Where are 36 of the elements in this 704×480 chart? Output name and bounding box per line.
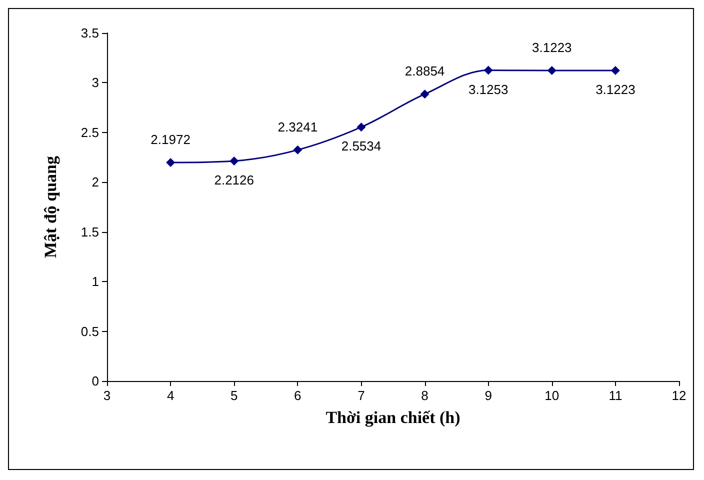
y-tick-label: 3.5 (80, 26, 99, 40)
y-tick-label: 2 (92, 174, 99, 190)
point (293, 145, 302, 154)
point (356, 122, 366, 132)
data-label: 3.1253 (468, 82, 508, 97)
x-tick-label: 3 (103, 388, 111, 403)
data-label: 3.1223 (596, 82, 636, 98)
data-label: 3.1223 (532, 40, 572, 56)
x-tick-label: 11 (608, 388, 622, 403)
point (610, 66, 620, 76)
x-tick-label: 5 (230, 388, 238, 403)
y-tick-label: 0.5 (80, 324, 99, 339)
x-tick-label: 9 (484, 388, 492, 403)
x-axis-title: Thời gian chiết (h) (326, 408, 460, 427)
x-tick-label: 8 (421, 388, 428, 403)
point (547, 66, 556, 76)
point (484, 66, 493, 75)
y-tick-label: 0 (92, 374, 99, 388)
data-label: 2.5534 (341, 138, 382, 154)
x-tick-label: 4 (166, 388, 174, 403)
y-tick-label: 3 (92, 75, 99, 90)
x-tick-label: 10 (544, 388, 560, 403)
data-label: 2.8854 (404, 64, 445, 79)
data-label: 2.1972 (150, 132, 190, 148)
data-label: 2.3241 (278, 119, 318, 134)
x-tick-label: 12 (672, 388, 686, 403)
data-label: 2.2126 (214, 172, 254, 188)
y-tick-label: 2.5 (80, 124, 99, 140)
y-axis-title: Mật độ quang (41, 155, 60, 258)
point (420, 90, 430, 99)
y-tick-label: 1.5 (80, 224, 99, 240)
x-tick-label: 6 (294, 388, 302, 403)
point (166, 158, 176, 168)
x-tick-label: 7 (358, 388, 365, 403)
y-tick-label: 1 (92, 274, 99, 290)
point (230, 156, 239, 166)
